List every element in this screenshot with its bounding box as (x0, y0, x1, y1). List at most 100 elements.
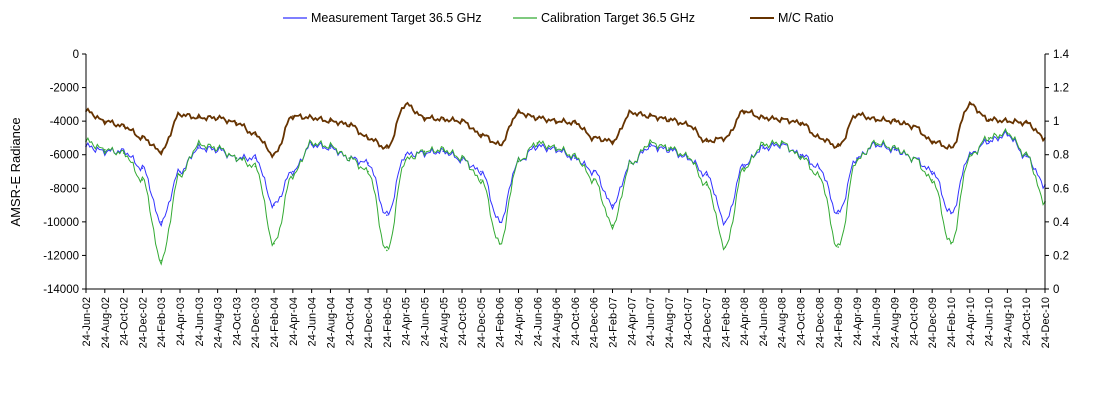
y-tick-label: 0 (73, 49, 79, 61)
series-point (423, 150, 426, 153)
y2-tick-label: 1 (1053, 116, 1059, 128)
series-point (574, 155, 576, 158)
x-tick-label: 24-Aug-02 (100, 297, 112, 348)
series-point (743, 110, 745, 112)
series-point (480, 133, 482, 136)
series-point (611, 140, 614, 143)
series-point (216, 147, 219, 149)
x-tick-label: 24-Jun-09 (871, 297, 883, 347)
series-point (386, 249, 388, 252)
x-tick-label: 24-Jun-06 (532, 297, 544, 347)
series-point (950, 212, 952, 215)
legend-label: Measurement Target 36.5 GHz (311, 11, 482, 25)
series-point (367, 170, 369, 173)
series-point (480, 170, 482, 173)
series-point (235, 122, 238, 124)
x-tick-label: 24-Feb-07 (608, 297, 620, 348)
x-tick-label: 24-Apr-04 (288, 297, 300, 346)
series-line-2 (85, 100, 1046, 159)
series-point (273, 153, 275, 156)
series-point (461, 158, 463, 161)
series-point (987, 118, 990, 121)
series-point (329, 145, 332, 148)
series-point (743, 163, 745, 166)
x-tick-label: 24-Oct-08 (796, 297, 808, 346)
series-point (367, 162, 369, 164)
x-tick-label: 24-Jun-07 (645, 297, 657, 347)
series-point (404, 153, 407, 156)
series-point (498, 242, 501, 245)
x-tick-label: 24-Oct-04 (344, 297, 356, 346)
y2-tick-label: 0.2 (1053, 250, 1069, 262)
series-point (216, 116, 219, 119)
legend-item-2: M/C Ratio (750, 11, 834, 25)
series-point (235, 157, 238, 159)
series-point (310, 116, 313, 119)
series-point (893, 120, 896, 122)
series-point (799, 155, 802, 158)
x-tick-label: 24-Feb-05 (382, 297, 394, 348)
series-point (254, 157, 257, 159)
series-point (310, 142, 313, 144)
series-point (536, 145, 539, 148)
series-point (950, 147, 952, 149)
series-point (160, 221, 163, 223)
series-point (423, 116, 426, 119)
series-point (705, 140, 708, 143)
series-point (611, 224, 614, 227)
series-line-1 (85, 127, 1046, 266)
series-point (837, 212, 839, 215)
series-point (780, 142, 783, 144)
series-point (122, 125, 125, 127)
series-point (386, 214, 388, 216)
series-point (649, 115, 651, 117)
series-point (762, 147, 764, 149)
x-tick-label: 24-Apr-06 (513, 297, 525, 346)
series-line-0 (85, 129, 1046, 228)
series-point (329, 147, 332, 149)
series-point (931, 140, 933, 143)
series-point (104, 120, 106, 122)
series-point (668, 118, 670, 121)
series-point (386, 147, 388, 149)
series-point (310, 143, 313, 146)
series-point (724, 221, 727, 223)
series-point (292, 170, 294, 173)
x-tick-label: 24-Aug-08 (777, 297, 789, 348)
series-point (442, 150, 445, 153)
y-tick-label: -10000 (43, 217, 79, 229)
series-point (536, 116, 539, 119)
series-point (292, 174, 294, 176)
y2-tick-label: 0 (1053, 284, 1059, 296)
series-point (912, 125, 915, 127)
series-point (574, 122, 576, 124)
series-point (198, 147, 200, 149)
series-point (273, 242, 275, 245)
series-point (498, 221, 501, 223)
x-tick-label: 24-Apr-08 (739, 297, 751, 346)
series-point (818, 175, 821, 178)
series-point (555, 147, 557, 149)
series-point (856, 158, 858, 161)
series-point (611, 204, 614, 206)
y2-tick-label: 0.8 (1053, 150, 1069, 162)
series-point (931, 170, 933, 173)
x-tick-label: 24-Oct-09 (908, 297, 920, 346)
y-tick-label: -12000 (43, 250, 79, 262)
series-point (498, 143, 501, 146)
series-point (968, 155, 971, 158)
series-point (592, 179, 595, 181)
series-point (198, 116, 200, 119)
x-tick-label: 24-Aug-10 (1002, 297, 1014, 348)
x-tick-label: 24-Feb-08 (720, 297, 732, 348)
series-point (198, 143, 200, 146)
series-point (837, 145, 839, 148)
series-point (179, 174, 181, 176)
series-point (705, 174, 708, 176)
series-point (480, 179, 482, 181)
series-point (329, 120, 332, 122)
series-point (461, 120, 463, 122)
x-tick-label: 24-Feb-03 (156, 297, 168, 348)
series-point (686, 155, 689, 158)
